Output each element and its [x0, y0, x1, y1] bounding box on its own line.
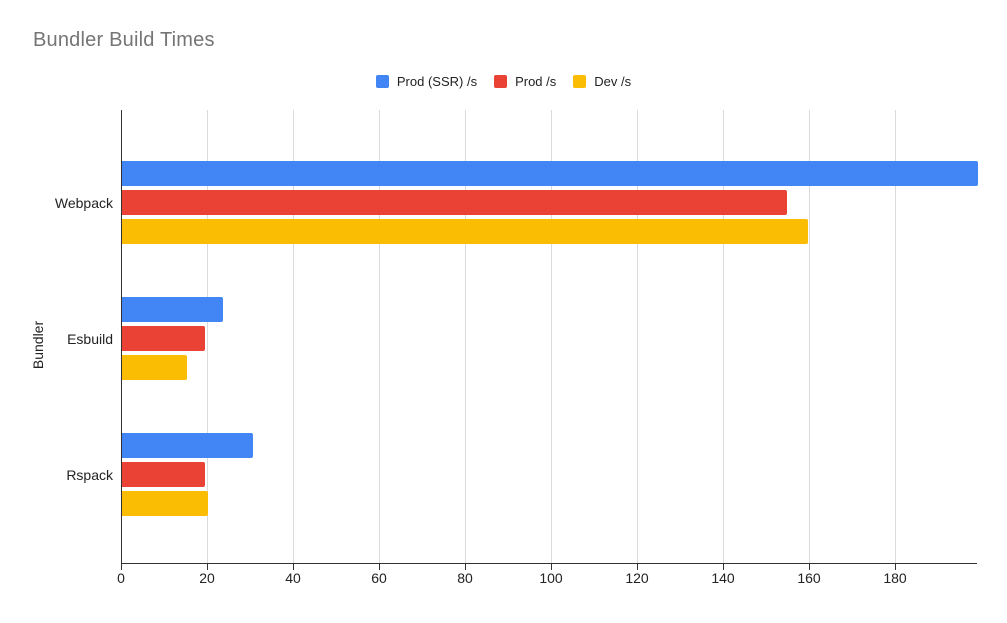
x-tick-label-100: 100 [539, 570, 563, 586]
bar-esbuild-prod-ssr-s [122, 297, 223, 322]
bar-rspack-dev-s [122, 491, 208, 516]
x-tick-160 [809, 564, 810, 570]
gridline-160 [809, 110, 810, 563]
gridline-60 [379, 110, 380, 563]
x-tick-80 [465, 564, 466, 570]
legend-swatch-dev-s [573, 75, 587, 88]
legend-label: Dev /s [594, 74, 632, 89]
category-label-webpack: Webpack [54, 194, 113, 211]
x-tick-label-20: 20 [199, 570, 215, 586]
bar-webpack-dev-s [122, 219, 808, 244]
bar-webpack-prod-ssr-s [122, 161, 978, 186]
bar-webpack-prod-s [122, 190, 787, 215]
x-tick-180 [895, 564, 896, 570]
x-tick-40 [293, 564, 294, 570]
x-tick-60 [379, 564, 380, 570]
gridline-40 [293, 110, 294, 563]
x-tick-label-40: 40 [285, 570, 301, 586]
gridline-140 [723, 110, 724, 563]
x-tick-140 [723, 564, 724, 570]
gridline-180 [895, 110, 896, 563]
bar-rspack-prod-s [122, 462, 205, 487]
x-tick-label-180: 180 [883, 570, 907, 586]
x-tick-label-0: 0 [117, 570, 125, 586]
x-tick-0 [121, 564, 122, 570]
x-tick-20 [207, 564, 208, 570]
bar-esbuild-dev-s [122, 355, 187, 380]
x-tick-label-60: 60 [371, 570, 387, 586]
legend-label: Prod (SSR) /s [396, 74, 478, 89]
legend-item-prod-s: Prod /s [494, 74, 556, 89]
bar-rspack-prod-ssr-s [122, 433, 253, 458]
bar-esbuild-prod-s [122, 326, 205, 351]
category-label-rspack: Rspack [66, 466, 113, 483]
x-tick-label-160: 160 [797, 570, 821, 586]
chart-title: Bundler Build Times [33, 29, 215, 51]
category-label-esbuild: Esbuild [67, 330, 113, 347]
legend: Prod (SSR) /s Prod /s Dev /s [0, 74, 1007, 89]
x-tick-100 [551, 564, 552, 570]
gridline-20 [207, 110, 208, 563]
gridline-80 [465, 110, 466, 563]
x-tick-label-120: 120 [625, 570, 649, 586]
x-axis-line [121, 563, 977, 564]
x-tick-label-80: 80 [457, 570, 473, 586]
gridline-100 [551, 110, 552, 563]
x-tick-120 [637, 564, 638, 570]
gridline-120 [637, 110, 638, 563]
y-axis-line [121, 110, 122, 570]
legend-label: Prod /s [515, 74, 557, 89]
legend-swatch-prod-ssr-s [375, 75, 389, 88]
x-tick-label-140: 140 [711, 570, 735, 586]
legend-item-dev-s: Dev /s [573, 74, 631, 89]
legend-swatch-prod-s [494, 75, 508, 88]
legend-item-prod-ssr-s: Prod (SSR) /s [375, 74, 478, 89]
